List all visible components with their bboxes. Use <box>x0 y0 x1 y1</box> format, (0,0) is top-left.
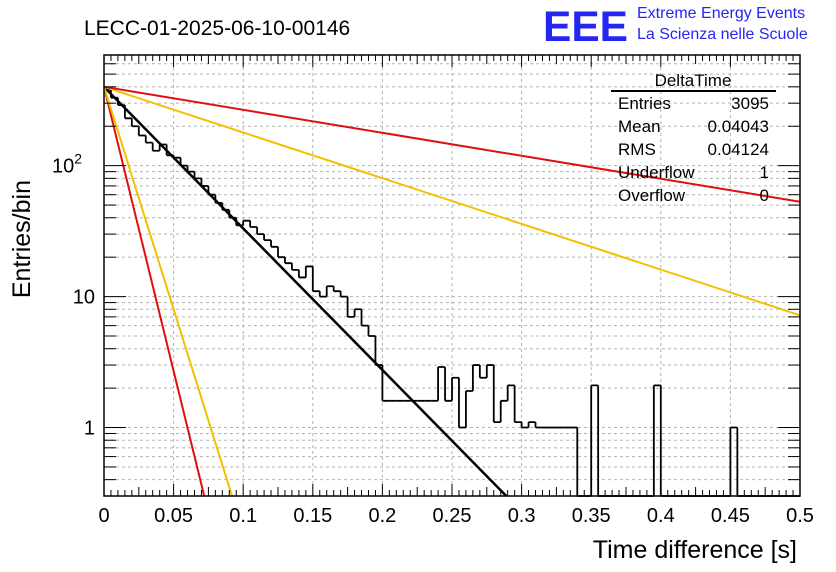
y-tick-label: 10 <box>73 287 95 309</box>
histogram-bin <box>346 296 355 318</box>
fit-line-2 <box>103 86 234 497</box>
histogram-bin <box>513 385 522 424</box>
histogram-bin <box>485 364 494 378</box>
stats-value-overflow: 0 <box>760 186 769 205</box>
histogram-bin <box>736 427 745 497</box>
x-tick-label: 0.45 <box>711 505 750 527</box>
fit-line-4 <box>103 85 801 203</box>
histogram-bin <box>444 366 452 402</box>
histogram-bin <box>270 240 278 248</box>
histogram-bin <box>200 178 209 187</box>
histogram-bin <box>652 384 661 496</box>
fit-curves <box>103 85 801 497</box>
histogram-bin <box>249 220 258 228</box>
stats-label-mean: Mean <box>618 117 661 136</box>
fit-line-3 <box>103 85 801 317</box>
histogram-bin <box>576 427 585 497</box>
stats-label-rms: RMS <box>618 140 656 159</box>
x-tick-label: 0.35 <box>572 505 611 527</box>
histogram-bin <box>360 309 369 327</box>
stats-value-entries: 3095 <box>731 94 769 113</box>
eee-logo-mark: EEE <box>543 3 628 51</box>
x-tick-label: 0.3 <box>508 505 536 527</box>
histogram-bin <box>311 266 320 293</box>
histogram-bin <box>291 263 299 271</box>
histogram-bin <box>304 265 313 278</box>
stats-box: DeltaTime Entries 3095 Mean 0.04043 RMS … <box>611 71 776 205</box>
histogram-bin <box>137 126 146 137</box>
histogram-bin <box>729 426 738 496</box>
histogram-bin <box>492 365 501 424</box>
histogram-bin <box>263 234 272 242</box>
x-tick-label: 0.25 <box>433 505 472 527</box>
histogram-bin <box>451 376 459 401</box>
histogram-bin <box>534 422 543 429</box>
histogram-bin <box>144 135 153 144</box>
histogram-bin <box>458 377 466 429</box>
x-tick-label: 0.2 <box>368 505 396 527</box>
x-tick-label: 0.05 <box>154 505 193 527</box>
fit-line-1 <box>103 86 206 497</box>
histogram-bin <box>353 308 362 317</box>
histogram-bin <box>332 286 341 293</box>
stats-label-entries: Entries <box>618 94 671 113</box>
logo-line2: La Scienza nelle Scuole <box>637 26 808 43</box>
histogram-bin <box>471 364 480 392</box>
stats-value-mean: 0.04043 <box>708 117 769 136</box>
histogram-bin <box>151 142 160 152</box>
histogram-bin <box>478 365 487 379</box>
histogram-bin <box>499 399 508 423</box>
y-tick-label: 1 <box>84 418 95 440</box>
histogram-bin <box>325 285 334 297</box>
histogram-bin <box>339 291 348 298</box>
histogram-bin <box>242 219 251 226</box>
histogram-bin <box>256 227 265 236</box>
histogram-bin <box>374 336 383 366</box>
y-axis-title: Entries/bin <box>8 180 36 298</box>
histogram-bin <box>297 269 306 279</box>
stats-value-underflow: 1 <box>760 163 769 182</box>
stats-label-underflow: Underflow <box>618 163 695 182</box>
histogram-bin <box>186 165 195 173</box>
histogram-bin <box>437 366 446 401</box>
histogram-bin <box>193 171 202 180</box>
histogram-bin <box>130 118 139 128</box>
histogram-bin <box>527 421 536 428</box>
stats-label-overflow: Overflow <box>618 186 686 205</box>
chart-title: LECC-01-2025-06-10-00146 <box>84 17 350 40</box>
x-tick-label: 0 <box>98 505 109 527</box>
x-axis-title: Time difference [s] <box>593 536 797 564</box>
histogram-bin <box>465 390 473 428</box>
stats-value-rms: 0.04124 <box>708 140 769 159</box>
x-tick-label: 0.5 <box>786 505 814 527</box>
fit-line-0 <box>103 85 508 497</box>
histogram-bin <box>520 422 529 429</box>
y-tick-label: 102 <box>52 151 82 178</box>
histogram-bin <box>367 325 376 337</box>
histogram-bin <box>277 246 285 259</box>
histogram-bin <box>318 291 327 298</box>
histogram-bin <box>590 384 599 496</box>
x-tick-label: 0.4 <box>647 505 675 527</box>
eee-logo: EEE Extreme Energy Events La Scienza nel… <box>543 3 808 51</box>
histogram-bin <box>284 257 292 265</box>
axis-ticks: 0 0.05 0.1 0.15 0.2 0.25 0.3 0.35 0.4 0.45 0.51101… <box>52 54 814 527</box>
x-tick-label: 0.15 <box>293 505 332 527</box>
stats-title: DeltaTime <box>655 71 732 90</box>
logo-line1: Extreme Energy Events <box>637 5 805 22</box>
x-tick-label: 0.1 <box>229 505 257 527</box>
histogram-bin <box>506 384 515 401</box>
